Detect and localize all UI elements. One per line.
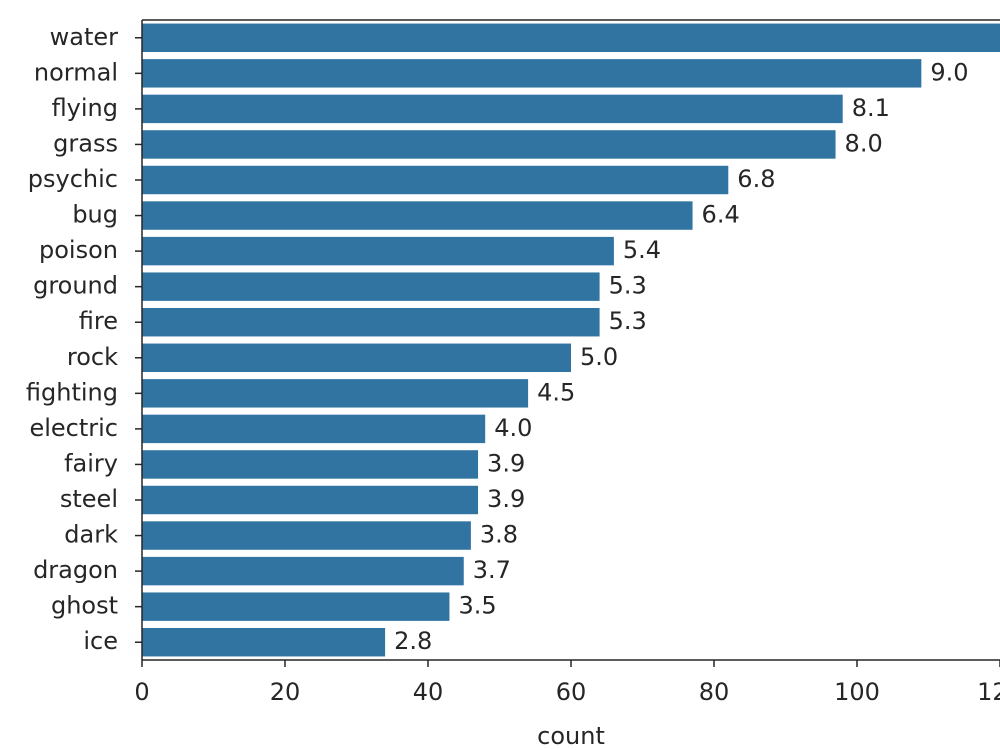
y-tick-label: poison [39, 236, 118, 264]
bar [142, 450, 479, 479]
x-tick-label: 40 [413, 678, 444, 706]
bar [142, 521, 471, 550]
percent-label: 3.7 [473, 556, 511, 584]
bar [142, 379, 529, 408]
bar [142, 130, 836, 159]
y-tick-label: fairy [64, 449, 118, 477]
y-tick-label: water [50, 23, 119, 51]
percent-label: 6.8 [737, 165, 775, 193]
x-axis-label: count [537, 722, 605, 750]
bar [142, 343, 571, 372]
y-tick-label: fire [79, 307, 118, 335]
percent-label: 3.5 [458, 592, 496, 620]
x-tick-label: 20 [270, 678, 301, 706]
y-tick-label: psychic [28, 165, 118, 193]
y-tick-label: dragon [33, 556, 118, 584]
y-tick-label: ice [83, 627, 118, 655]
bar [142, 201, 693, 230]
y-tick-label: ground [33, 272, 118, 300]
bar [142, 592, 450, 621]
y-tick-label: bug [72, 201, 118, 229]
bar [142, 23, 1000, 52]
x-tick-label: 60 [556, 678, 587, 706]
bar [142, 236, 614, 266]
percent-label: 5.3 [609, 272, 647, 300]
y-tick-label: electric [29, 414, 118, 442]
plot-area [142, 23, 1000, 657]
percent-label: 2.8 [394, 627, 432, 655]
percent-label: 5.0 [580, 343, 618, 371]
x-tick-label: 0 [134, 678, 149, 706]
bar [142, 414, 486, 444]
y-tick-label: dark [64, 521, 118, 549]
bar [142, 556, 464, 586]
y-tick-label: fighting [26, 378, 118, 406]
y-tick-label: normal [34, 58, 118, 86]
bar [142, 165, 729, 195]
bar [142, 628, 386, 657]
bar [142, 485, 479, 515]
percent-label: 6.4 [702, 201, 740, 229]
bar [142, 308, 600, 337]
y-tick-label: rock [67, 343, 118, 371]
bar [142, 94, 843, 124]
percent-label: 8.0 [845, 129, 883, 157]
percent-label: 9.0 [930, 58, 968, 86]
x-tick-label: 100 [834, 678, 880, 706]
percent-label: 3.9 [487, 449, 525, 477]
percent-label: 3.9 [487, 485, 525, 513]
y-tick-label: ghost [51, 592, 118, 620]
percent-label: 5.4 [623, 236, 661, 264]
bar [142, 272, 600, 301]
percent-label: 8.1 [852, 94, 890, 122]
x-tick-label: 80 [699, 678, 730, 706]
percent-label: 3.8 [480, 521, 518, 549]
percent-label: 4.0 [494, 414, 532, 442]
percent-label: 4.5 [537, 378, 575, 406]
percent-label: 5.3 [609, 307, 647, 335]
y-tick-label: steel [60, 485, 118, 513]
bar [142, 59, 922, 88]
x-tick-label: 120 [977, 678, 1000, 706]
y-tick-label: grass [53, 129, 118, 157]
y-tick-label: flying [52, 94, 118, 122]
